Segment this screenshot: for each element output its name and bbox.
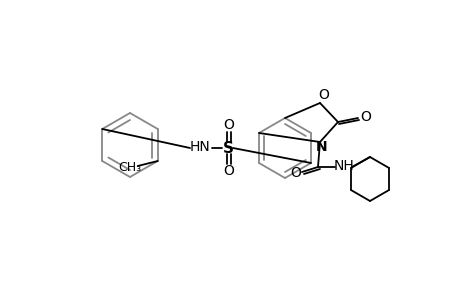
- Text: O: O: [318, 88, 329, 102]
- Text: O: O: [223, 118, 234, 132]
- Text: O: O: [223, 164, 234, 178]
- Text: O: O: [360, 110, 370, 124]
- Text: N: N: [315, 140, 327, 154]
- Text: CH₃: CH₃: [118, 160, 141, 173]
- Text: NH: NH: [333, 159, 353, 173]
- Text: HN: HN: [189, 140, 210, 154]
- Text: O: O: [290, 166, 301, 180]
- Text: S: S: [222, 140, 233, 155]
